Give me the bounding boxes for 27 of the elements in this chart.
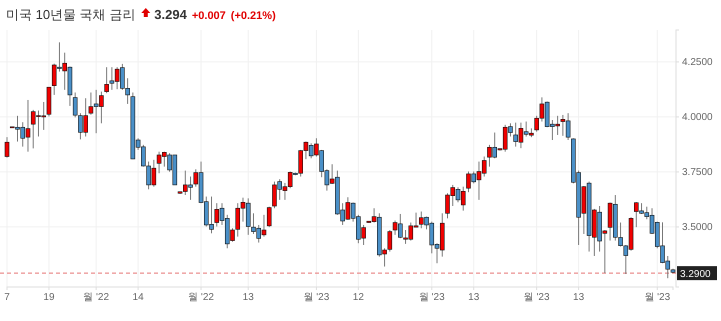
x-tick-label: 14 [132,292,144,304]
x-tick-label: 월 '23 [644,292,671,304]
y-tick-label: 4.2500 [682,57,714,68]
x-tick-label: 13 [468,292,480,304]
y-tick-label: 3.7500 [682,167,714,178]
text: (+0.21%) [230,10,276,22]
x-tick-label: 월 '23 [418,292,446,304]
x-tick-label: 월 '23 [524,292,550,304]
x-tick-label: 7 [4,292,10,304]
candlestick [266,206,272,228]
x-tick-label: 19 [43,292,55,304]
x-tick-label: 13 [573,292,585,304]
candlestick [72,92,78,118]
x-tick-label: 월 '22 [83,292,110,304]
text: +0.007 [192,10,226,22]
candlestick [4,136,10,158]
x-tick-label: 13 [242,292,254,304]
text: 3.294 [154,7,188,22]
chart-title: 미국 10년물 국채 금리 [6,7,136,22]
ref-line-label: 3.2900 [680,269,712,280]
candlestick [104,66,109,94]
y-tick-label: 3.5000 [682,222,714,234]
x-tick-label: 월 '22 [188,292,214,304]
candlestick [388,230,392,252]
x-tick-label: 12 [352,292,364,304]
y-tick-label: 4.0000 [682,112,714,124]
x-tick-label: 월 '23 [303,292,330,304]
